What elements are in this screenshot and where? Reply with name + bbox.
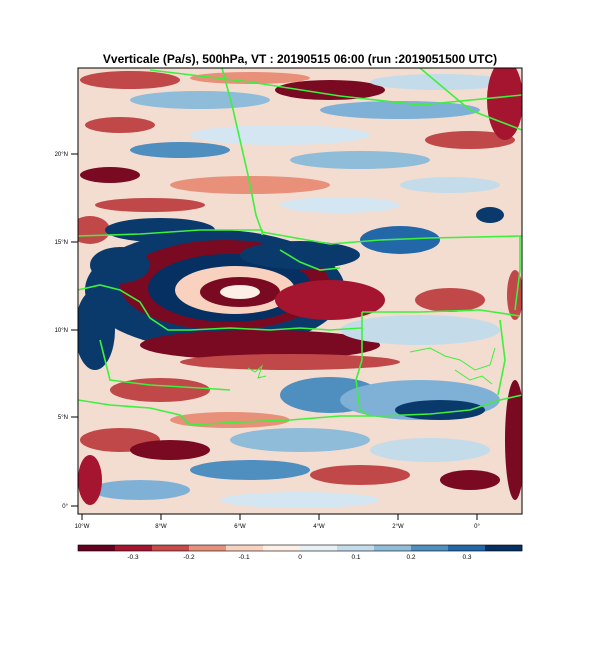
colorbar-swatch [300,545,338,551]
colorbar-label: -0.1 [238,554,250,561]
colorbar-label: 0 [298,554,302,561]
field-north-band [78,68,522,244]
lat-tick-label: 5°N [58,415,68,421]
colorbar: -0.3 -0.2 -0.1 0 0.1 0.2 0.3 [77,544,523,561]
colorbar-label: -0.2 [183,554,195,561]
colorbar-swatch [411,545,449,551]
colorbar-swatch [337,545,375,551]
lat-tick-label: 15°N [55,240,68,246]
colorbar-label: 0.3 [462,554,471,561]
colorbar-swatch [115,545,153,551]
colorbar-label: -0.3 [127,554,139,561]
lon-tick-label: 8°W [155,524,167,530]
colorbar-swatch [374,545,412,551]
lon-tick-label: 0° [474,524,480,530]
lat-tick-label: 20°N [55,152,68,158]
country-borders [78,68,522,426]
field-south-band [78,270,522,508]
colorbar-swatch [226,545,264,551]
lon-tick-label: 10°W [75,524,90,530]
colorbar-swatch [152,545,190,551]
colorbar-swatch [448,545,486,551]
colorbar-swatch [78,545,116,551]
lon-tick-label: 4°W [313,524,325,530]
map-title: Vverticale (Pa/s), 500hPa, VT : 20190515… [102,52,498,66]
colorbar-label: 0.1 [351,554,360,561]
inland-waters [247,347,496,385]
longitude-axis: 10°W 8°W 6°W 4°W 2°W 0° [75,514,480,530]
lat-tick-label: 0° [62,504,68,510]
map-frame [77,67,523,515]
colorbar-swatch [485,545,523,551]
colorbar-swatch [189,545,227,551]
colorbar-label: 0.2 [406,554,415,561]
lon-tick-label: 2°W [392,524,404,530]
field-vortex-region [78,218,500,370]
colorbar-frame [77,544,523,552]
lon-tick-label: 6°W [234,524,246,530]
latitude-axis: 0° 5°N 10°N 15°N 20°N [55,152,78,510]
colorbar-swatch [263,545,301,551]
lat-tick-label: 10°N [55,328,68,334]
colorbar-swatches [78,545,523,551]
vertical-velocity-field [78,68,522,514]
